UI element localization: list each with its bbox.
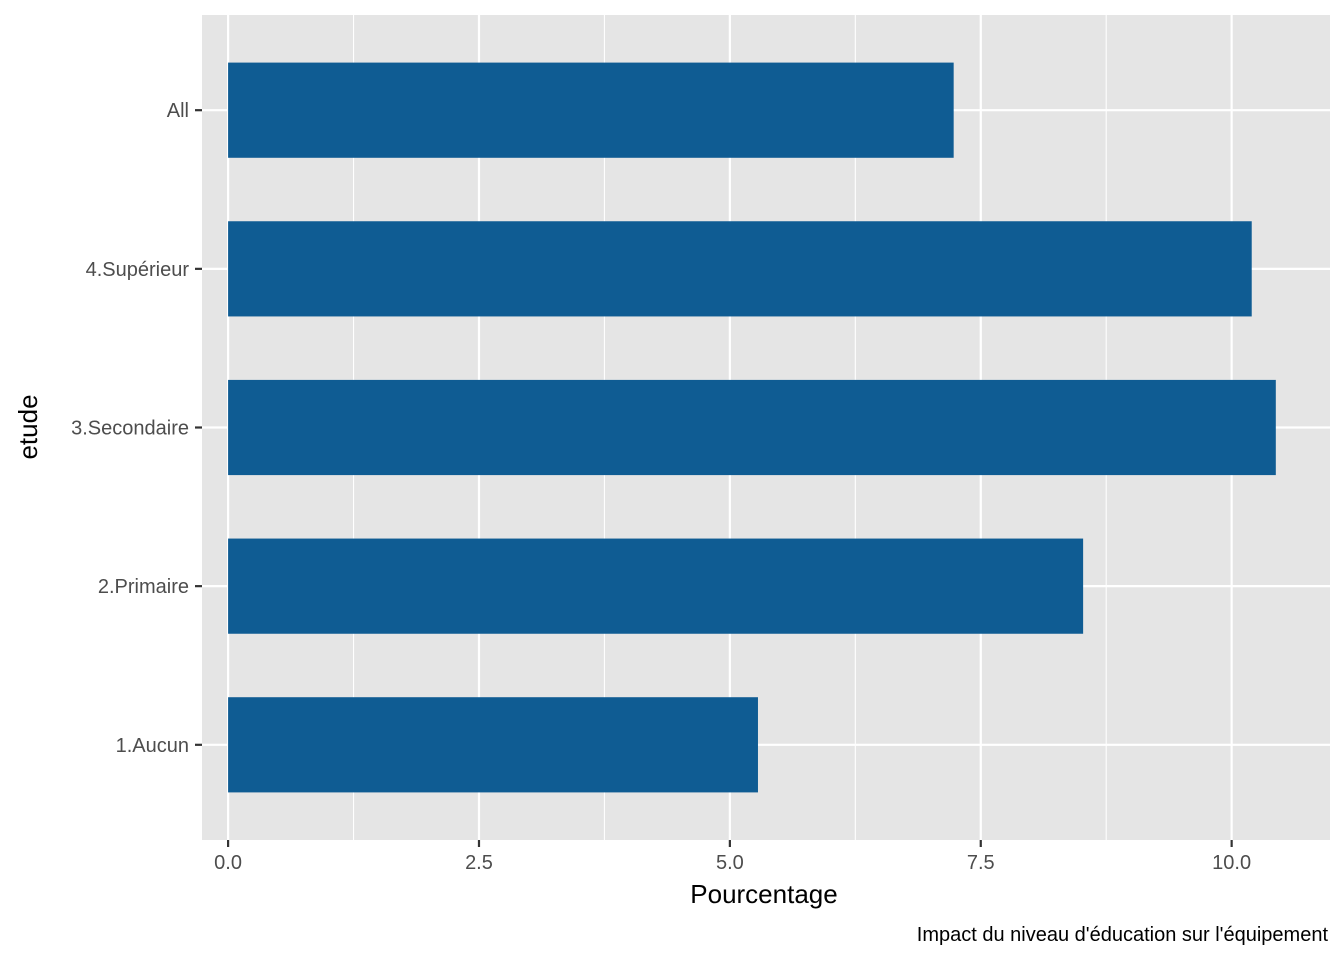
y-axis: 1.Aucun 2.Primaire 3.Secondaire 4.Supérieur… [71,100,202,757]
x-tick-label: 2.5 [465,852,493,874]
y-tick-label: 2.Primaire [98,576,189,598]
x-axis-title: Pourcentage [690,879,837,909]
bar-1-aucun [228,697,758,793]
bar-4-sup-rieur [228,221,1252,317]
x-tick-label: 5.0 [716,852,744,874]
x-tick-label: 10.0 [1212,852,1251,874]
y-tick-label: 3.Secondaire [71,418,189,440]
y-tick-label: 4.Supérieur [86,259,190,281]
y-axis-title: etude [13,394,43,459]
x-tick-label: 0.0 [214,852,242,874]
chart-caption: Impact du niveau d'éducation sur l'équip… [917,924,1329,946]
y-tick-label: 1.Aucun [116,735,189,757]
bars [228,62,1276,793]
bar-3-secondaire [228,379,1276,476]
bar-2-primaire [228,538,1084,634]
y-tick-label: All [167,100,189,122]
bar-all [228,62,954,158]
x-tick-label: 7.5 [967,852,995,874]
x-axis: 0.0 2.5 5.0 7.5 10.0 [214,840,1251,874]
